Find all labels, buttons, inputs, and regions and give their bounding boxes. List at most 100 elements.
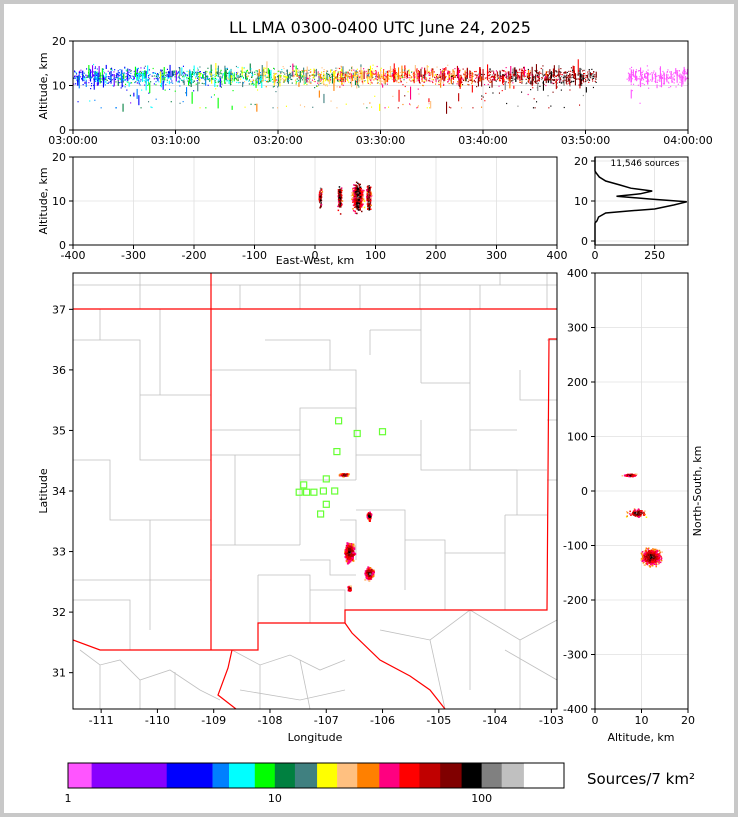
source-point — [585, 80, 587, 82]
source-point — [443, 84, 445, 86]
source-point — [174, 76, 176, 78]
source-point — [223, 73, 225, 75]
source-point — [670, 86, 672, 88]
source-point — [324, 75, 326, 77]
source-point — [553, 73, 555, 78]
source-point — [402, 77, 404, 79]
source-point — [667, 76, 669, 78]
source-point — [261, 80, 263, 82]
source-point — [390, 77, 392, 79]
source-point — [288, 80, 290, 82]
source-point — [75, 83, 77, 85]
source-point — [452, 83, 454, 85]
source-point — [454, 68, 456, 70]
source-point — [130, 77, 132, 79]
source-point — [348, 73, 350, 75]
source-point — [249, 71, 251, 73]
source-point — [592, 80, 594, 82]
source-point — [148, 82, 150, 84]
source-point — [503, 74, 505, 76]
source-point — [461, 77, 463, 79]
source-point — [370, 204, 372, 207]
source-point — [512, 82, 514, 84]
source-point — [527, 68, 529, 71]
source-point — [199, 75, 201, 77]
source-point — [185, 75, 187, 77]
source-point — [234, 78, 236, 80]
source-point — [334, 72, 336, 74]
source-point — [199, 76, 201, 78]
source-point — [531, 66, 533, 76]
source-point — [384, 78, 386, 85]
source-point — [273, 75, 275, 77]
source-point — [90, 77, 92, 79]
source-point — [217, 80, 219, 82]
source-point — [422, 76, 424, 79]
source-point — [369, 203, 371, 205]
source-point — [353, 201, 355, 203]
plan-view-sources — [338, 473, 375, 592]
source-point — [147, 79, 149, 83]
source-point — [359, 77, 361, 79]
source-point — [349, 69, 351, 71]
source-point — [308, 69, 310, 71]
source-point — [572, 74, 574, 76]
east-west-tick-label: -400 — [61, 249, 86, 262]
source-point — [376, 82, 378, 84]
source-point — [258, 78, 260, 80]
source-point — [88, 82, 90, 84]
source-point — [564, 71, 566, 73]
source-point — [639, 76, 641, 78]
source-point — [506, 76, 508, 78]
source-point — [251, 75, 253, 77]
source-point — [550, 105, 552, 107]
source-point — [425, 74, 427, 76]
source-point — [353, 184, 355, 186]
source-point — [350, 194, 353, 197]
source-point — [257, 75, 259, 77]
source-point — [199, 73, 201, 76]
source-point — [444, 73, 446, 81]
source-point — [595, 76, 597, 78]
source-point — [371, 106, 373, 108]
source-point — [133, 92, 135, 97]
source-point — [136, 68, 138, 70]
source-point — [118, 74, 120, 76]
source-point — [354, 197, 356, 199]
source-point — [484, 84, 486, 86]
source-point — [555, 70, 557, 72]
east-west-height-ylabel: Altitude, km — [37, 167, 50, 234]
source-point — [579, 77, 581, 89]
source-point — [467, 83, 469, 86]
source-point — [352, 553, 355, 556]
source-point — [274, 73, 276, 75]
source-point — [527, 93, 529, 96]
source-point — [356, 196, 359, 199]
source-point — [463, 73, 465, 75]
source-point — [164, 76, 166, 79]
source-point — [119, 78, 121, 81]
source-point — [669, 71, 671, 73]
source-point — [366, 190, 368, 193]
source-point — [671, 81, 673, 83]
source-point — [320, 80, 322, 82]
source-point — [394, 68, 396, 70]
source-point — [144, 81, 146, 83]
source-point — [345, 560, 348, 563]
source-point — [374, 95, 376, 97]
source-point — [443, 68, 445, 73]
source-point — [630, 77, 632, 79]
source-point — [338, 193, 340, 196]
source-point — [359, 70, 361, 72]
source-point — [208, 78, 210, 81]
source-point — [356, 192, 358, 194]
altitude-tick-label: 20 — [52, 35, 66, 48]
source-point — [340, 66, 342, 68]
source-point — [430, 69, 432, 71]
source-point — [336, 107, 338, 109]
source-point — [215, 74, 217, 77]
source-point — [528, 79, 530, 81]
source-point — [445, 76, 447, 78]
source-point — [572, 71, 574, 73]
source-point — [108, 77, 110, 79]
